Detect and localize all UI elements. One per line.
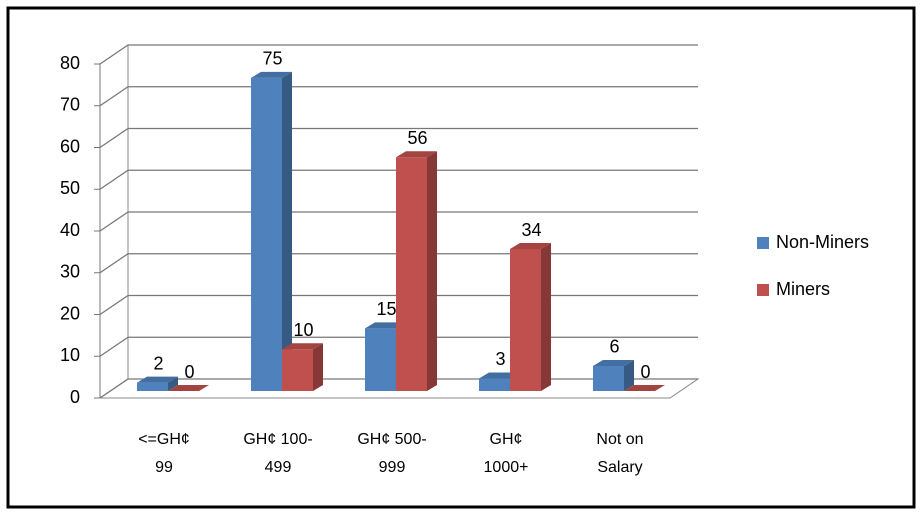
y-tick-label: 60 [60,136,80,156]
bar-face [365,328,396,391]
legend-label: Non-Miners [776,232,869,252]
bar-face [541,243,551,391]
bar-face [510,249,541,391]
grid-line [99,336,698,357]
bar-face [365,322,406,329]
y-tick-label: 30 [60,262,80,282]
x-tick-label: GH¢ 100-499 [243,431,313,476]
x-tick-label: GH¢ 500-999 [357,431,427,476]
bar-face [168,376,178,391]
bar [624,385,665,391]
bar-face [479,378,510,391]
grid-line [99,169,698,190]
data-label: 0 [640,362,650,382]
grid-line [99,211,698,232]
data-label: 34 [521,220,541,240]
grid-line [99,253,698,274]
bar-face [593,359,634,366]
legend-label: Miners [776,279,830,299]
y-tick-label: 80 [60,53,80,73]
bar-face [510,243,551,250]
bar-face [624,385,665,391]
data-label: 6 [609,337,619,357]
y-tick-label: 10 [60,345,80,365]
x-tick-label: <=GH¢ 99 [138,431,190,476]
bar [396,151,437,391]
y-tick-label: 50 [60,178,80,198]
bar-face [168,385,209,391]
bar-face [282,343,323,350]
frame [6,6,916,509]
bar [251,71,292,391]
data-label: 56 [407,128,427,148]
data-label: 0 [184,362,194,382]
bar-face [427,151,437,391]
bar [168,385,209,391]
grid-line [99,44,698,65]
x-tick-label: GH¢ 1000+ [483,431,529,476]
y-tick-label: 70 [60,95,80,115]
data-label: 15 [376,299,396,319]
data-label: 3 [495,349,505,369]
data-label: 2 [153,353,163,373]
legend-swatch [757,284,769,296]
data-label: 75 [262,49,282,69]
grid-line [99,294,698,316]
grid-line [99,86,698,107]
legend-swatch [757,237,769,249]
bar-face [396,151,437,158]
y-tick-label: 20 [60,303,80,323]
bar-face [479,372,520,379]
x-tick-label: Not on Salary [596,431,644,476]
bar [510,243,551,391]
y-tick-label: 40 [60,220,80,240]
bar-face [251,77,282,391]
bar-face [313,343,323,391]
bar [593,359,634,391]
bar-face [137,376,178,383]
bar-face [624,359,634,391]
y-tick-label: 0 [70,387,80,407]
bar [137,376,178,391]
bar-face [282,71,292,391]
bar-face [593,365,624,391]
bar-face [396,157,427,391]
bar [282,343,323,391]
bar-face [137,382,168,391]
data-label: 10 [293,320,313,340]
grid-line [99,127,698,149]
bar-face [251,71,292,78]
bar-face [282,349,313,391]
